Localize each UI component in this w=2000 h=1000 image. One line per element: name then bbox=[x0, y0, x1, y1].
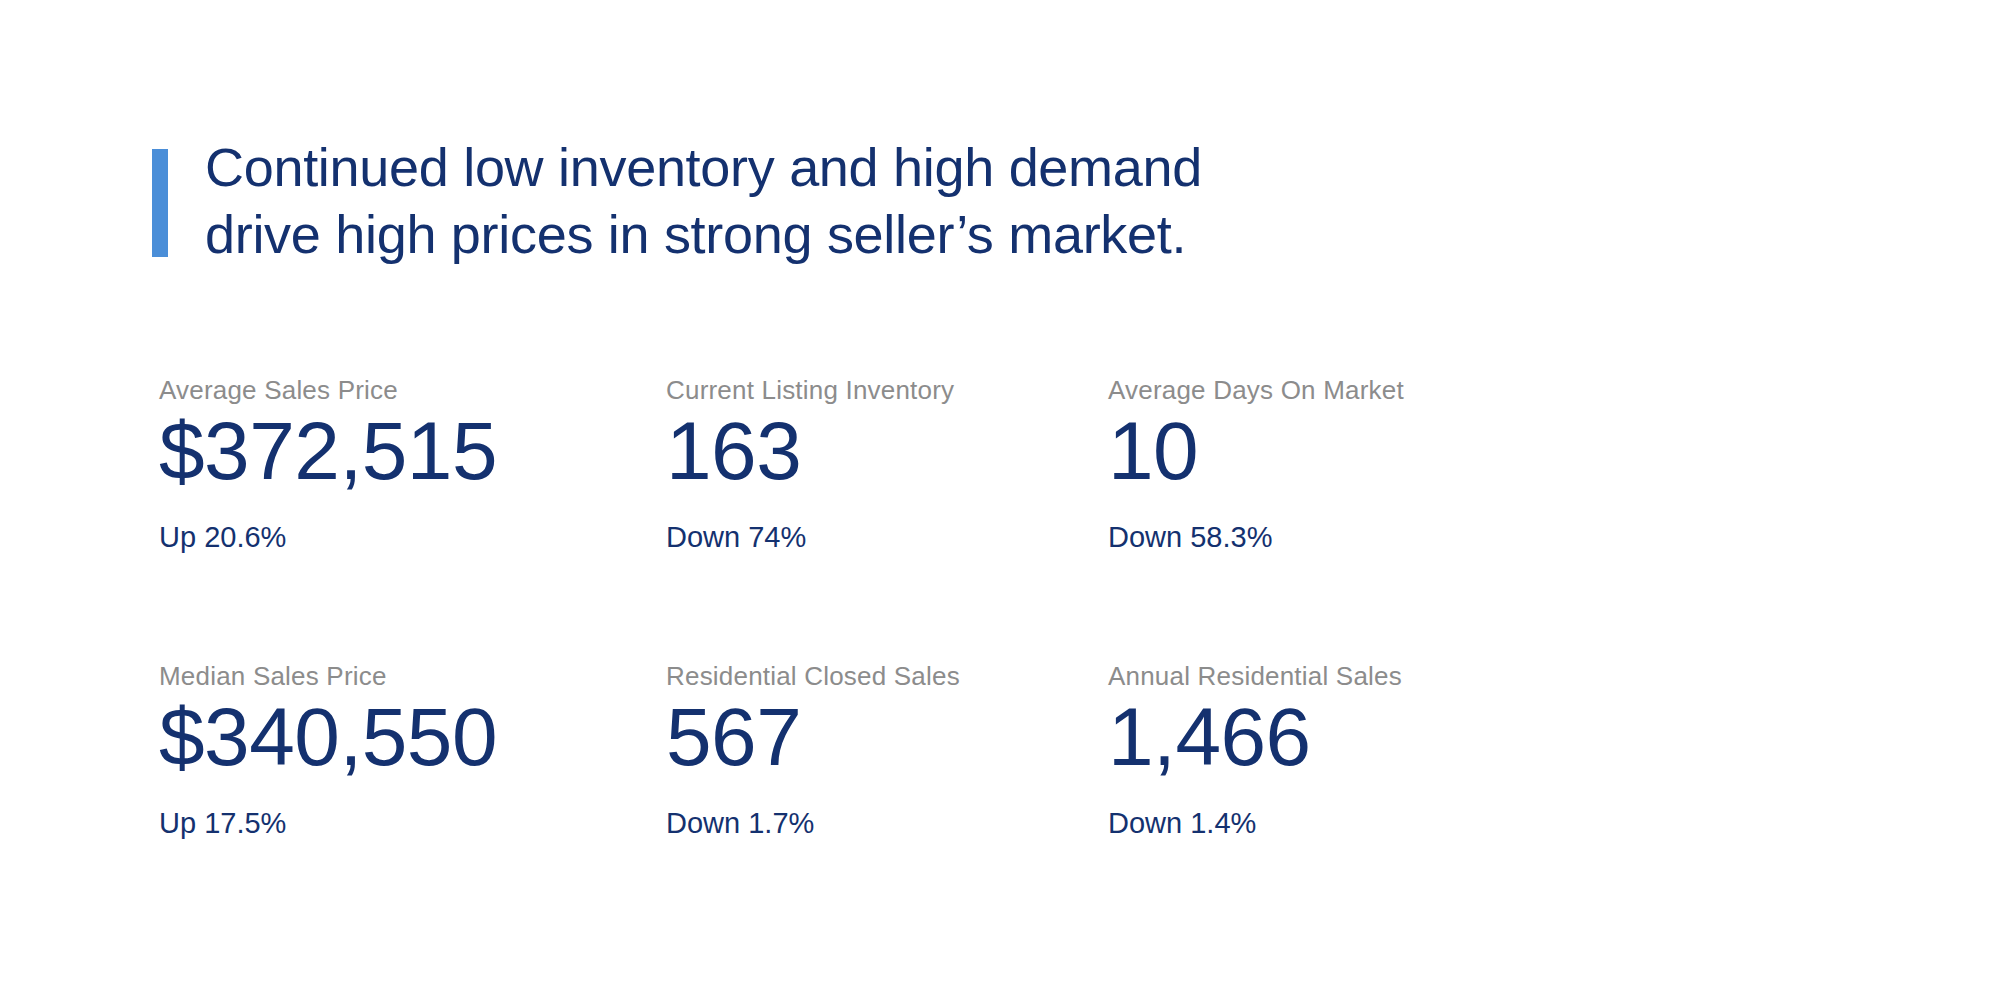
stat-value: $372,515 bbox=[159, 409, 666, 493]
market-stats-page: Continued low inventory and high demand … bbox=[0, 0, 2000, 1000]
headline-line-1: Continued low inventory and high demand bbox=[205, 137, 1202, 197]
stat-median-sales-price: Median Sales Price $340,550 Up 17.5% bbox=[159, 659, 666, 841]
stat-delta: Down 74% bbox=[666, 519, 1108, 555]
headline-line-2: drive high prices in strong seller’s mar… bbox=[205, 204, 1186, 264]
stat-residential-closed-sales: Residential Closed Sales 567 Down 1.7% bbox=[666, 659, 1108, 841]
stat-label: Average Sales Price bbox=[159, 373, 666, 407]
stat-average-days-on-market: Average Days On Market 10 Down 58.3% bbox=[1108, 373, 1568, 555]
stat-value: 163 bbox=[666, 409, 1108, 493]
stat-delta: Down 58.3% bbox=[1108, 519, 1568, 555]
headline: Continued low inventory and high demand … bbox=[152, 134, 1202, 268]
stat-delta: Up 20.6% bbox=[159, 519, 666, 555]
stats-grid: Average Sales Price $372,515 Up 20.6% Cu… bbox=[159, 373, 1568, 841]
stat-value: $340,550 bbox=[159, 695, 666, 779]
stat-value: 10 bbox=[1108, 409, 1568, 493]
stat-delta: Down 1.4% bbox=[1108, 805, 1568, 841]
headline-accent-bar bbox=[152, 149, 168, 257]
stat-value: 567 bbox=[666, 695, 1108, 779]
stat-current-listing-inventory: Current Listing Inventory 163 Down 74% bbox=[666, 373, 1108, 555]
stat-label: Average Days On Market bbox=[1108, 373, 1568, 407]
stat-average-sales-price: Average Sales Price $372,515 Up 20.6% bbox=[159, 373, 666, 555]
stat-label: Annual Residential Sales bbox=[1108, 659, 1568, 693]
stat-delta: Up 17.5% bbox=[159, 805, 666, 841]
stat-label: Residential Closed Sales bbox=[666, 659, 1108, 693]
page-title: Continued low inventory and high demand … bbox=[205, 134, 1202, 268]
stat-delta: Down 1.7% bbox=[666, 805, 1108, 841]
stat-annual-residential-sales: Annual Residential Sales 1,466 Down 1.4% bbox=[1108, 659, 1568, 841]
stat-value: 1,466 bbox=[1108, 695, 1568, 779]
stat-label: Current Listing Inventory bbox=[666, 373, 1108, 407]
stat-label: Median Sales Price bbox=[159, 659, 666, 693]
